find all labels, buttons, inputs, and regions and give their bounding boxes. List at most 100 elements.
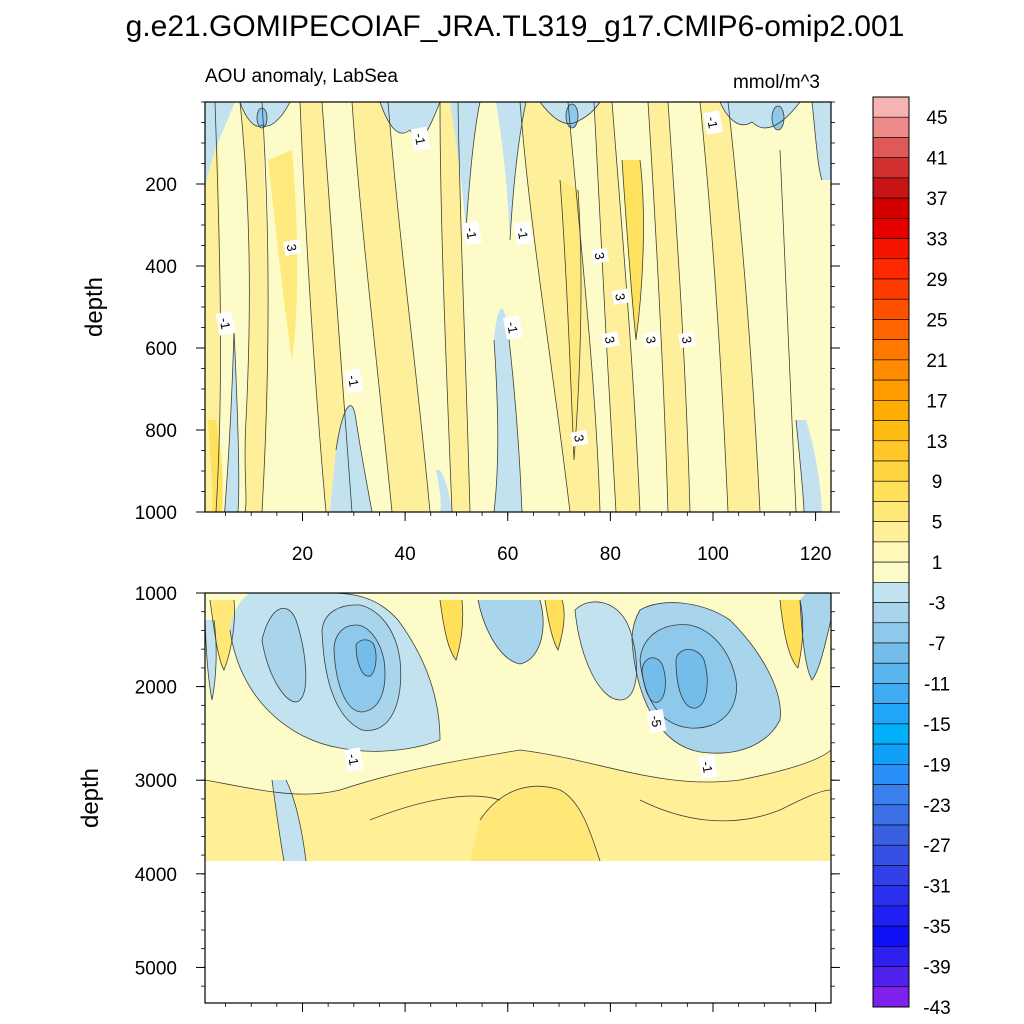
colorbar-swatch: [872, 743, 910, 765]
colorbar-swatch: [872, 723, 910, 745]
contour-label-text: 3: [592, 251, 608, 261]
upper-ytick-label: 200: [145, 175, 177, 196]
contour-label: -1: [215, 311, 236, 336]
colorbar-label: -39: [923, 958, 950, 979]
colorbar-label: 17: [926, 391, 947, 412]
contour-label-text: -1: [345, 374, 362, 388]
upper-ytick-label: 1000: [135, 503, 177, 524]
contour-label-bg: [344, 747, 364, 772]
colorbar-swatch: [872, 662, 910, 684]
contour-label: -5: [646, 709, 667, 734]
colorbar-swatch: [872, 359, 910, 381]
contour-label-text: -1: [345, 753, 362, 767]
colorbar-label: -19: [923, 755, 950, 776]
contour-label-bg: [601, 331, 620, 349]
lower-ytick-label: 5000: [135, 958, 177, 979]
colorbar-swatch: [872, 218, 910, 239]
contour-label-bg: [344, 368, 364, 394]
upper-ylabel: depth: [81, 277, 108, 337]
upper-ytick-label: 600: [145, 339, 177, 360]
colorbar-swatch: [872, 642, 910, 664]
contour-label: -1: [344, 368, 364, 394]
colorbar-swatch: [872, 480, 910, 502]
colorbar-label: -15: [923, 715, 950, 736]
colorbar-label: -7: [929, 634, 946, 655]
contour-label: -1: [698, 754, 718, 780]
lower-panel: -1 -5 -1 1000 2000 3000 4000 5000 depth: [77, 584, 840, 1012]
lower-ytick-label: 1000: [135, 584, 177, 605]
colorbar-swatch: [872, 238, 910, 260]
contour-label-bg: [503, 315, 523, 340]
colorbar-swatch: [872, 885, 910, 907]
lower-contour-labels: -1 -5 -1: [344, 709, 718, 780]
contour-label-text: -1: [704, 116, 721, 130]
colorbar-swatch: [872, 622, 910, 644]
upper-ytick-label: 400: [145, 257, 177, 278]
contour-label-text: 3: [284, 243, 300, 253]
contour-label-text: 3: [679, 335, 695, 345]
colorbar-frame: [872, 96, 910, 1008]
colorbar-swatch: [872, 440, 910, 462]
upper-field: [205, 102, 831, 512]
colorbar-label: 29: [926, 270, 947, 291]
contour-label-text: 3: [643, 335, 659, 345]
contour-label: -1: [503, 315, 523, 340]
contour-label: 3: [678, 331, 697, 349]
colorbar-swatch: [872, 501, 910, 522]
contour-label: 3: [570, 429, 589, 447]
colorbar-swatch: [872, 258, 910, 280]
colorbar-swatch: [872, 137, 910, 158]
contour-label-text: 3: [571, 433, 587, 443]
lower-ytick-label: 4000: [135, 865, 177, 886]
upper-xtick-label: 80: [600, 544, 621, 565]
colorbar-swatch: [872, 844, 910, 866]
lower-axis-ticks: 1000 2000 3000 4000 5000: [135, 584, 840, 1012]
colorbar-swatch: [872, 420, 910, 442]
colorbar-label: 21: [926, 351, 947, 372]
colorbar-swatch: [872, 298, 910, 320]
colorbar-swatch: [872, 561, 910, 583]
contour-label: 3: [601, 331, 620, 349]
colorbar-swatch: [872, 278, 910, 300]
contour-label: 3: [591, 247, 610, 265]
colorbar-swatch: [872, 197, 910, 219]
contour-label: -1: [462, 220, 482, 246]
colorbar-swatch: [872, 946, 910, 967]
colorbar-swatch: [872, 602, 910, 624]
colorbar-label: 45: [926, 108, 947, 129]
lower-ytick-label: 3000: [135, 771, 177, 792]
colorbar-swatch: [872, 157, 910, 179]
colorbar-swatch: [872, 177, 910, 199]
colorbar-swatch: [872, 339, 910, 361]
lower-ytick-label: 2000: [135, 678, 177, 699]
colorbar-label: -3: [929, 594, 946, 615]
colorbar-label: -35: [923, 917, 950, 938]
upper-axis-ticks: 200 400 600 800 1000 20 40 60 80 100 120: [135, 101, 840, 565]
upper-xtick-label: 60: [497, 544, 518, 565]
contour-label: 3: [642, 331, 661, 349]
contour-label-text: 3: [602, 335, 618, 345]
upper-contour-labels: -1 -1 3 -1 -1 3 3 -1 -1 3 3 3 -1 3: [215, 110, 723, 447]
colorbar-label: 9: [932, 472, 943, 493]
colorbar-swatch: [872, 400, 910, 421]
colorbar-swatch: [872, 925, 910, 947]
colorbar-label: 5: [932, 513, 943, 534]
colorbar-swatch: [872, 784, 910, 806]
upper-xtick-label: 40: [395, 544, 416, 565]
colorbar-label: 37: [926, 189, 947, 210]
chart-title: g.e21.GOMIPECOIAF_JRA.TL319_g17.CMIP6-om…: [126, 10, 905, 43]
lower-ylabel: depth: [77, 768, 104, 828]
contour-label-bg: [703, 110, 723, 135]
contour-label-bg: [283, 239, 302, 256]
contour-label-bg: [570, 429, 589, 447]
contour-label-bg: [646, 709, 667, 734]
contour-label-text: -5: [648, 714, 665, 728]
colorbar-label: -43: [923, 998, 950, 1019]
colorbar-swatch: [872, 824, 910, 846]
contour-label-bg: [611, 288, 630, 306]
upper-ytick-label: 800: [145, 421, 177, 442]
contour-label: 3: [611, 288, 630, 306]
colorbar-label: -27: [923, 836, 950, 857]
contour-label-text: -1: [514, 226, 531, 240]
